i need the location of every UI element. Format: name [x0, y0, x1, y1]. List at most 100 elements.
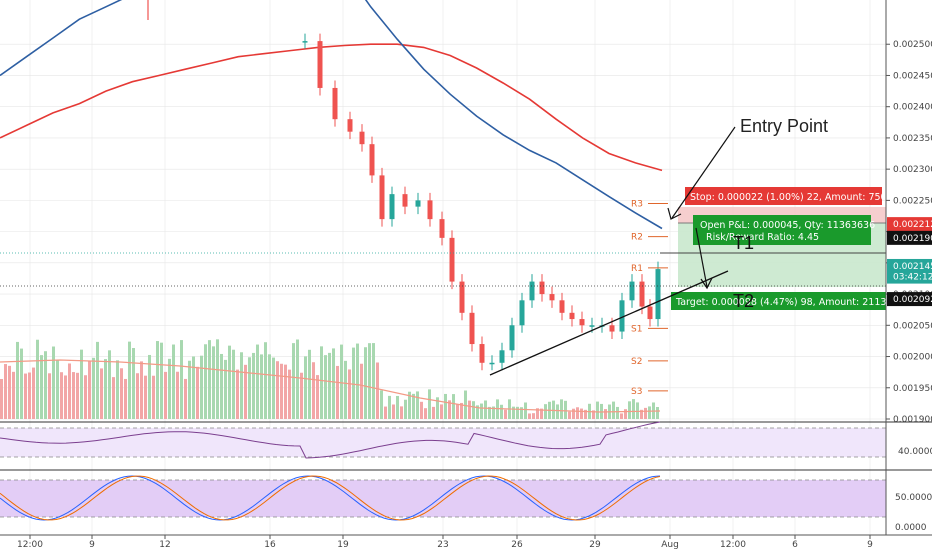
volume-bar: [376, 362, 379, 419]
volume-bar: [96, 341, 99, 419]
volume-bar: [0, 379, 3, 419]
pivot-label: R1: [631, 264, 643, 274]
price-tick-label: 0.002250: [893, 196, 932, 206]
price-tick-label: 0.002050: [893, 321, 932, 331]
pivot-label: R2: [631, 233, 643, 243]
candle-body: [459, 281, 465, 313]
candle-body: [509, 325, 515, 351]
time-tick-label: 12:00: [720, 540, 746, 550]
volume-bar: [332, 348, 335, 419]
volume-bar: [408, 391, 411, 419]
volume-bar: [420, 401, 423, 419]
volume-bar: [8, 365, 11, 419]
volume-bar: [288, 369, 291, 419]
volume-bar: [396, 395, 399, 419]
price-tag-box: [887, 258, 932, 273]
support-trendline[interactable]: [489, 270, 729, 376]
time-axis[interactable]: 12:00 9 12 16 19 23 26 29 Aug 12:00 6 9: [17, 535, 873, 550]
volume-bar: [656, 407, 659, 419]
volume-bar: [132, 348, 135, 419]
volume-bar: [108, 350, 111, 419]
volume-bar: [112, 377, 115, 419]
volume-bar: [144, 375, 147, 419]
volume-bar: [532, 413, 535, 419]
t2-label: T2: [733, 291, 754, 311]
entry-point-label: Entry Point: [740, 116, 828, 136]
candle-body: [639, 281, 645, 307]
price-tick-label: 0.002400: [893, 103, 932, 113]
volume-bar: [576, 407, 579, 419]
volume-bar: [176, 371, 179, 419]
volume-bar: [136, 373, 139, 419]
volume-bar: [388, 395, 391, 419]
volume-bar: [92, 357, 95, 419]
price-tick-label: 0.002450: [893, 71, 932, 81]
volume-bar: [240, 352, 243, 419]
pivot-label: R3: [631, 200, 643, 210]
time-tick-label: 9: [89, 540, 95, 550]
volume-bar: [152, 375, 155, 419]
volume-bar: [552, 400, 555, 419]
volume-bar: [632, 399, 635, 419]
volume-bar: [580, 408, 583, 419]
volume-bar: [208, 340, 211, 419]
volume-bar: [60, 372, 63, 419]
volume-bar: [416, 391, 419, 419]
volume-bar: [352, 347, 355, 419]
time-tick-label: 19: [337, 540, 349, 550]
volume-bar: [384, 406, 387, 419]
volume-bar: [328, 352, 331, 419]
candle-body: [549, 294, 555, 301]
position-tool[interactable]: Stop: 0.000022 (1.00%) 22, Amount: 750 O…: [671, 187, 902, 310]
volume-bar: [268, 354, 271, 419]
volume-bar: [348, 369, 351, 419]
price-tag-label: 0.002212: [893, 220, 932, 230]
volume-bar: [272, 357, 275, 419]
volume-bar: [412, 393, 415, 419]
volume-bar: [560, 399, 563, 419]
volume-bar: [360, 363, 363, 419]
volume-bar: [216, 339, 219, 419]
volume-bar: [220, 353, 223, 419]
volume-bar: [428, 389, 431, 419]
volume-bar: [400, 406, 403, 419]
volume-bar: [492, 406, 495, 419]
candle-body: [317, 41, 323, 88]
volume-bar: [252, 352, 255, 419]
volume-bar: [24, 373, 27, 419]
volume-bar: [88, 361, 91, 419]
volume-bar: [456, 404, 459, 419]
price-tag-label: 0.002190: [893, 234, 932, 244]
candle-body: [302, 41, 308, 43]
volume-bar: [256, 344, 259, 419]
candle-body: [402, 194, 408, 207]
volume-bar: [212, 346, 215, 419]
rsi-tick: 40.0000: [898, 447, 932, 457]
volume-bar: [260, 354, 263, 419]
volume-bar: [644, 407, 647, 419]
volume-bar: [148, 354, 151, 419]
pivot-label: S3: [631, 387, 642, 397]
volume-bar: [164, 371, 167, 419]
candle-body: [389, 194, 395, 220]
volume-bar: [200, 355, 203, 419]
volume-bar: [460, 402, 463, 419]
price-tag-box: [887, 230, 932, 245]
time-tick-label: 9: [867, 540, 873, 550]
volume-bar: [480, 403, 483, 419]
target-label: Target: 0.000098 (4.47%) 98, Amount: 211…: [675, 297, 902, 308]
candle-body: [529, 281, 535, 301]
volume-bar: [432, 406, 435, 419]
volume-bar: [504, 409, 507, 419]
moving-average-line: [0, 43, 663, 172]
t1-label: T1: [733, 233, 754, 253]
volume-bar: [636, 402, 639, 419]
volume-bar: [440, 404, 443, 419]
target-arrow-head: [700, 277, 713, 290]
volume-bar: [624, 409, 627, 419]
volume-bar: [304, 356, 307, 419]
entry-arrow: [671, 126, 736, 219]
volume-bar: [308, 349, 311, 419]
